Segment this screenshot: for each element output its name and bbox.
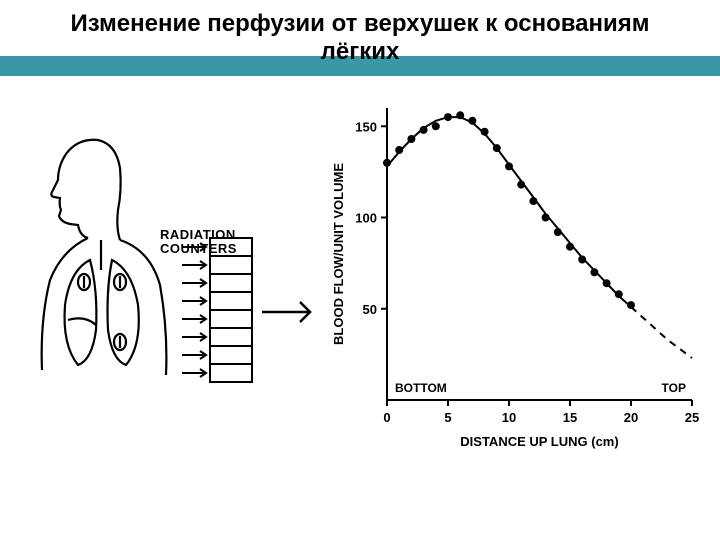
svg-text:DISTANCE UP LUNG (cm): DISTANCE UP LUNG (cm) — [460, 434, 618, 449]
slide-header: Изменение перфузии от верхушек к основан… — [0, 0, 720, 80]
svg-text:15: 15 — [563, 410, 577, 425]
svg-text:10: 10 — [502, 410, 516, 425]
svg-text:BOTTOM: BOTTOM — [395, 381, 447, 395]
svg-text:BLOOD FLOW/UNIT VOLUME: BLOOD FLOW/UNIT VOLUME — [331, 163, 346, 345]
lung-radiation-diagram — [10, 110, 320, 410]
svg-text:25: 25 — [685, 410, 699, 425]
content-area: RADIATION COUNTERS 50 100 150 0 5 10 15 20 25 BOT… — [0, 80, 720, 540]
svg-text:0: 0 — [383, 410, 390, 425]
svg-text:TOP: TOP — [662, 381, 686, 395]
perfusion-chart: 50 100 150 0 5 10 15 20 25 BOTTOM TOP DISTANCE UP L… — [325, 90, 710, 470]
svg-text:100: 100 — [355, 211, 377, 226]
svg-text:150: 150 — [355, 119, 377, 134]
title-line-2: лёгких — [321, 38, 400, 65]
radiation-counters-label: RADIATION COUNTERS — [160, 228, 237, 257]
svg-text:20: 20 — [624, 410, 638, 425]
svg-text:5: 5 — [444, 410, 451, 425]
svg-text:50: 50 — [363, 302, 377, 317]
title-line-1: Изменение перфузии от верхушек к основан… — [70, 10, 649, 37]
radiation-counters — [182, 238, 252, 382]
slide-title: Изменение перфузии от верхушек к основан… — [20, 10, 700, 66]
